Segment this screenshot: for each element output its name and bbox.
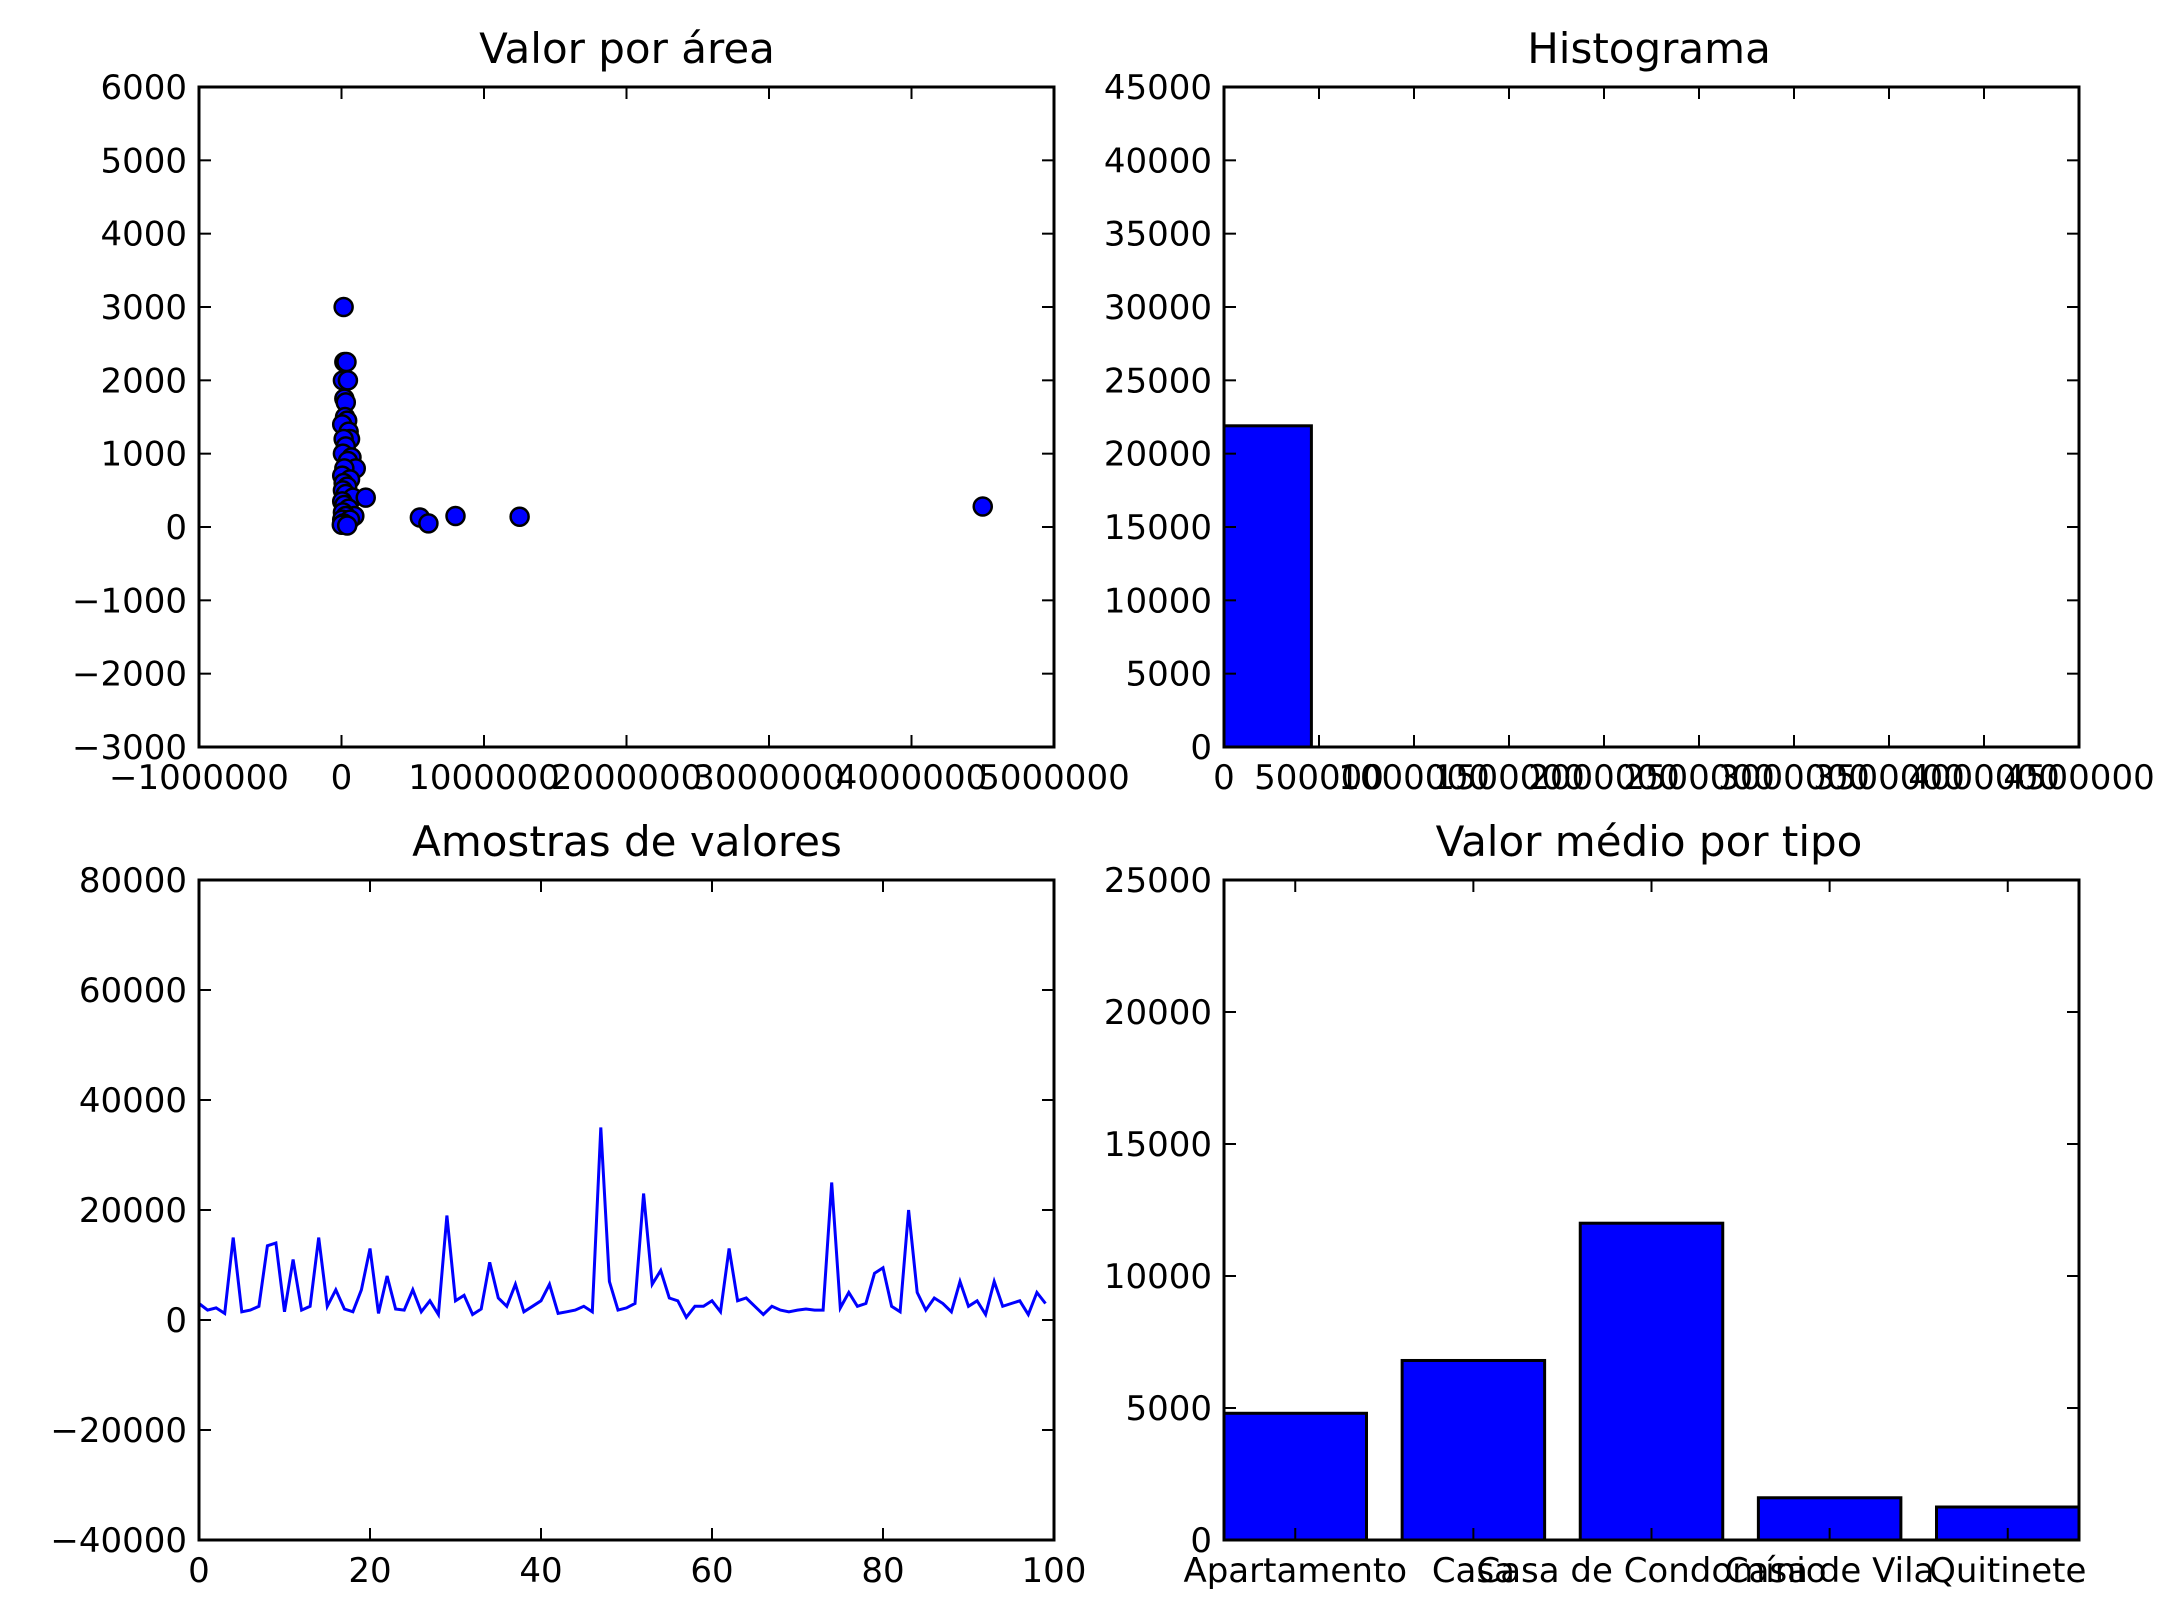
y-tick-label: 3000 bbox=[100, 288, 187, 328]
y-tick-label: 10000 bbox=[1104, 1257, 1212, 1297]
y-tick-label: 15000 bbox=[1104, 508, 1212, 548]
y-tick-label: 80000 bbox=[79, 861, 187, 901]
y-tick-label: 25000 bbox=[1104, 361, 1212, 401]
category-label: Casa de Vila bbox=[1725, 1551, 1934, 1591]
y-tick-label: 5000 bbox=[1125, 655, 1212, 695]
scatter-point bbox=[418, 513, 439, 534]
category-bar bbox=[1222, 1411, 1368, 1542]
y-tick-label: 6000 bbox=[100, 68, 187, 108]
y-tick-label: −1000 bbox=[72, 581, 187, 621]
line-chart-amostras-de-valores: Amostras de valores −40000 −20000 0 20000 40… bbox=[50, 817, 1086, 1591]
x-tick-label: 4500000 bbox=[2003, 758, 2154, 798]
y-tick-label: 20000 bbox=[79, 1191, 187, 1231]
scatter-point bbox=[337, 370, 359, 391]
y-tick-label: 20000 bbox=[1104, 435, 1212, 475]
category-label: Casa de Condomínio bbox=[1476, 1551, 1826, 1591]
axis-ticks: −40000 −20000 0 20000 40000 60000 80000 0 20 40 60… bbox=[50, 861, 1086, 1591]
x-tick-label: 60 bbox=[690, 1551, 733, 1591]
y-tick-label: −20000 bbox=[50, 1411, 187, 1451]
series-line bbox=[198, 1127, 1047, 1321]
x-tick-label: 0 bbox=[331, 758, 353, 798]
x-tick-label: 3000000 bbox=[693, 758, 844, 798]
x-tick-label: 0 bbox=[1213, 758, 1235, 798]
y-tick-label: 10000 bbox=[1104, 581, 1212, 621]
y-tick-label: 0 bbox=[1190, 728, 1212, 768]
y-tick-label: 25000 bbox=[1104, 861, 1212, 901]
x-tick-label: 4000000 bbox=[1908, 758, 2059, 798]
y-tick-label: −2000 bbox=[72, 655, 187, 695]
y-tick-label: 35000 bbox=[1104, 215, 1212, 255]
x-tick-label: 5000000 bbox=[978, 758, 1129, 798]
category-label: Quitinete bbox=[1929, 1551, 2086, 1591]
axis-ticks: −3000 −2000 −1000 0 1000 2000 3000 4000 5000 6000… bbox=[72, 68, 1130, 798]
axes-frame bbox=[197, 85, 1056, 749]
x-tick-label: 500000 bbox=[1254, 758, 1384, 798]
scatter-point bbox=[333, 296, 354, 318]
x-tick-label: 1000000 bbox=[408, 758, 559, 798]
histogram-bar bbox=[1222, 424, 1313, 749]
y-tick-label: 60000 bbox=[79, 971, 187, 1011]
y-tick-label: −3000 bbox=[72, 728, 187, 768]
category-bar bbox=[1400, 1358, 1547, 1542]
y-tick-label: 2000 bbox=[100, 361, 187, 401]
chart-title: Amostras de valores bbox=[412, 817, 842, 866]
bar-chart-valor-medio-por-tipo: Valor médio por tipo Apartamento CasaCasa… bbox=[1104, 817, 2087, 1591]
scatter-point bbox=[445, 505, 466, 527]
category-label: Apartamento bbox=[1183, 1551, 1407, 1591]
histogram-chart: Histograma 0 5000 10000 15000 20000 25000 3000… bbox=[1104, 24, 2155, 798]
scatter-point bbox=[336, 515, 358, 536]
x-tick-label: 3000000 bbox=[1718, 758, 1869, 798]
y-tick-label: 4000 bbox=[100, 215, 187, 255]
y-tick-label: 0 bbox=[165, 1301, 187, 1341]
x-tick-label: 2500000 bbox=[1623, 758, 1774, 798]
y-tick-label: 0 bbox=[165, 508, 187, 548]
x-tick-label: 2000000 bbox=[1528, 758, 1679, 798]
chart-title: Valor por área bbox=[479, 24, 775, 73]
y-tick-label: 30000 bbox=[1104, 288, 1212, 328]
axes-frame bbox=[197, 878, 1056, 1542]
y-tick-label: 40000 bbox=[1104, 141, 1212, 181]
y-tick-label: 20000 bbox=[1104, 993, 1212, 1033]
scatter-point bbox=[336, 351, 357, 373]
x-tick-label: 2000000 bbox=[551, 758, 702, 798]
x-tick-label: 4000000 bbox=[836, 758, 987, 798]
x-tick-label: 100 bbox=[1022, 1551, 1087, 1591]
axes-frame bbox=[1222, 878, 2081, 1542]
y-tick-label: 5000 bbox=[1125, 1389, 1212, 1429]
axes-frame bbox=[1222, 85, 2081, 749]
scatter-point bbox=[509, 506, 530, 527]
scatter-point bbox=[972, 496, 993, 517]
x-tick-label: 80 bbox=[861, 1551, 904, 1591]
scatter-point bbox=[355, 487, 376, 508]
x-tick-label: 40 bbox=[519, 1551, 562, 1591]
axis-ticks: 0 5000 10000 15000 20000 25000 30000 35000 40000… bbox=[1104, 68, 2155, 798]
scatter-chart-valor-por-area: Valor por área −3000 −2000 −1000 0 1000 2000 3… bbox=[72, 24, 1130, 798]
category-bar bbox=[1578, 1221, 1725, 1542]
x-tick-label: 3500000 bbox=[1813, 758, 1964, 798]
y-tick-label: 1000 bbox=[100, 435, 187, 475]
x-tick-label: 0 bbox=[188, 1551, 210, 1591]
x-tick-label: −1000000 bbox=[109, 758, 289, 798]
category-label: Casa bbox=[1432, 1551, 1515, 1591]
x-tick-label: 1500000 bbox=[1433, 758, 1584, 798]
y-tick-label: −40000 bbox=[50, 1521, 187, 1561]
y-tick-label: 45000 bbox=[1104, 68, 1212, 108]
y-tick-label: 5000 bbox=[100, 141, 187, 181]
y-tick-label: 40000 bbox=[79, 1081, 187, 1121]
scatter-points bbox=[331, 296, 993, 536]
x-tick-label: 1000000 bbox=[1338, 758, 1489, 798]
line-series bbox=[198, 1127, 1047, 1321]
y-tick-label: 15000 bbox=[1104, 1125, 1212, 1165]
histogram-bars bbox=[1222, 424, 1313, 749]
chart-title: Valor médio por tipo bbox=[1436, 817, 1863, 866]
chart-title: Histograma bbox=[1527, 24, 1771, 73]
x-tick-label: 20 bbox=[348, 1551, 391, 1591]
y-tick-label: 0 bbox=[1190, 1521, 1212, 1561]
